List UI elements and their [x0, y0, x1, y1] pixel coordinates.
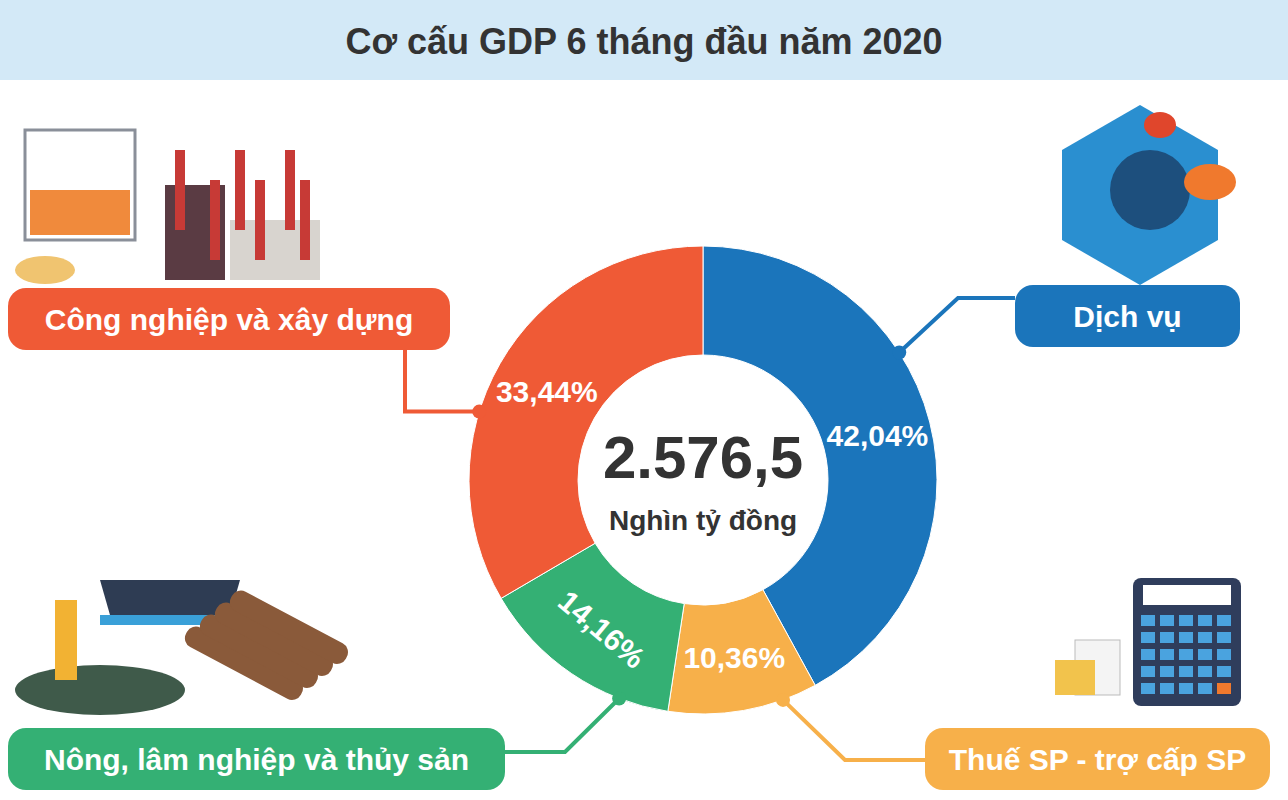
icon [1217, 632, 1231, 643]
connector [783, 700, 925, 760]
icon [1179, 649, 1193, 660]
icon [255, 180, 265, 260]
icon [1160, 666, 1174, 677]
connector [405, 350, 479, 412]
icon [1141, 666, 1155, 677]
icon [1141, 615, 1155, 626]
icon [1110, 150, 1190, 230]
title-bar [0, 0, 1288, 80]
icon [1160, 615, 1174, 626]
connector-dot [776, 693, 790, 707]
slice [469, 246, 703, 598]
category-box [8, 288, 450, 350]
icon [30, 190, 130, 235]
icon [1141, 632, 1155, 643]
icon [1217, 666, 1231, 677]
slice [668, 590, 815, 714]
icon [1133, 578, 1241, 706]
data-label: 42,04% [827, 419, 929, 452]
icon [1160, 683, 1174, 694]
icon [1179, 666, 1193, 677]
icons [15, 105, 1241, 715]
icon [1184, 164, 1236, 200]
icon [1144, 112, 1176, 138]
chart: Cơ cấu GDP 6 tháng đầu năm 2020 42,04% 10,… [0, 0, 1288, 800]
category-box [1015, 285, 1240, 347]
data-label: 10,36% [683, 641, 785, 674]
icon [1198, 683, 1212, 694]
connector [505, 698, 619, 752]
icon [226, 587, 351, 667]
slices [469, 246, 937, 714]
connector-dot [892, 346, 906, 360]
icon [1179, 683, 1193, 694]
icon [1143, 585, 1231, 605]
icon [1141, 683, 1155, 694]
connector-dot [612, 691, 626, 705]
icon [1160, 649, 1174, 660]
icon [1179, 615, 1193, 626]
icon [1217, 615, 1231, 626]
data-label: 33,44% [496, 375, 598, 408]
icon [175, 150, 185, 230]
icon [1217, 649, 1231, 660]
icon [1198, 632, 1212, 643]
category-label: Dịch vụ [1073, 300, 1181, 333]
category-label: Công nghiệp và xây dựng [45, 303, 413, 336]
category-box [8, 728, 505, 790]
total: 2.576,5 [603, 424, 803, 491]
icon [285, 150, 295, 230]
icon [1141, 649, 1155, 660]
icon [15, 256, 75, 284]
icon [55, 600, 77, 680]
icon [25, 130, 135, 240]
icon [210, 180, 220, 260]
icon [1160, 632, 1174, 643]
icon [1179, 632, 1193, 643]
icon [235, 150, 245, 230]
category-label: Thuế SP - trợ cấp SP [949, 743, 1247, 776]
total-unit: Nghìn tỷ đồng [609, 505, 797, 536]
icon [15, 665, 185, 715]
icon [1198, 649, 1212, 660]
icon [1055, 660, 1095, 695]
category-box [925, 728, 1270, 790]
connector-dot [472, 405, 486, 419]
icon [1198, 615, 1212, 626]
icon [1217, 683, 1231, 694]
icon [300, 180, 310, 260]
icon [1198, 666, 1212, 677]
category-label: Nông, lâm nghiệp và thủy sản [44, 743, 469, 776]
title: Cơ cấu GDP 6 tháng đầu năm 2020 [345, 21, 942, 62]
connector [899, 298, 1015, 353]
data-label: 14,16% [552, 584, 651, 675]
